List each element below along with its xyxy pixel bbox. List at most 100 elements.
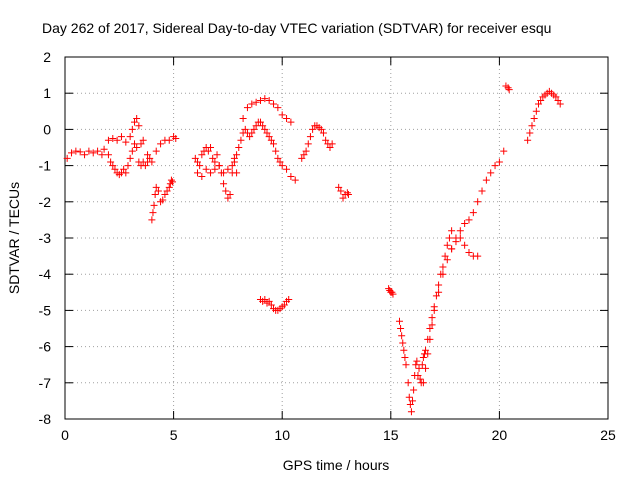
x-axis-tick-labels: 0 5 10 15 20 25 <box>61 427 616 443</box>
data-point <box>165 136 173 144</box>
data-point <box>335 183 343 191</box>
data-point <box>456 227 464 235</box>
data-point <box>400 346 408 354</box>
data-point <box>278 111 286 119</box>
data-point <box>328 140 336 148</box>
data-point <box>224 165 232 173</box>
data-point <box>263 129 271 137</box>
data-point <box>193 169 201 177</box>
data-point <box>226 191 234 199</box>
y-tick-label: -5 <box>39 302 52 318</box>
data-point <box>146 154 154 162</box>
data-point <box>215 162 223 170</box>
data-point <box>445 234 453 242</box>
y-tick-label: -8 <box>39 411 52 427</box>
data-point <box>401 353 409 361</box>
data-point <box>126 133 134 141</box>
data-point <box>432 292 440 300</box>
data-point <box>343 189 351 197</box>
data-point <box>419 353 427 361</box>
data-point <box>265 133 273 141</box>
data-point <box>98 151 106 159</box>
data-point <box>107 158 115 166</box>
data-point <box>68 149 76 157</box>
data-point <box>267 301 275 309</box>
data-point <box>133 144 141 151</box>
data-point <box>414 372 422 380</box>
data-point <box>246 133 254 141</box>
data-point <box>144 158 152 166</box>
data-point <box>530 115 538 123</box>
grid-lines <box>65 57 608 419</box>
data-point <box>426 335 434 343</box>
data-point <box>167 176 175 184</box>
data-point <box>283 165 291 173</box>
data-point <box>405 393 413 401</box>
data-point <box>505 86 513 94</box>
data-point <box>94 147 102 155</box>
data-point <box>141 162 149 170</box>
data-point <box>209 154 217 162</box>
data-point <box>448 227 456 235</box>
data-point <box>274 154 282 162</box>
data-point <box>422 364 430 372</box>
data-point <box>298 154 306 162</box>
data-point <box>278 162 286 170</box>
data-point <box>283 115 291 123</box>
data-point <box>280 301 288 309</box>
data-point <box>233 169 241 177</box>
x-tick-label: 25 <box>600 427 616 443</box>
x-tick-label: 20 <box>492 427 508 443</box>
data-point <box>534 100 542 108</box>
data-point <box>172 134 180 142</box>
y-tick-label: 0 <box>43 121 51 137</box>
data-point <box>270 100 278 108</box>
data-point <box>491 162 499 170</box>
data-point <box>211 165 219 173</box>
data-point <box>128 147 136 155</box>
data-point <box>150 201 158 209</box>
data-point <box>397 325 405 332</box>
data-point <box>285 296 293 304</box>
data-point <box>452 234 460 242</box>
data-point <box>76 148 84 156</box>
data-point <box>398 332 406 340</box>
data-point <box>261 296 269 304</box>
data-point <box>410 386 418 394</box>
x-tick-label: 10 <box>274 427 290 443</box>
data-point <box>412 361 420 369</box>
y-tick-label: -1 <box>39 158 52 174</box>
data-point <box>404 379 412 387</box>
data-point <box>461 241 469 249</box>
data-point <box>287 118 295 126</box>
data-point <box>276 158 284 166</box>
data-point <box>416 375 424 383</box>
y-tick-label: -2 <box>39 194 52 210</box>
data-point <box>211 158 219 166</box>
data-point <box>428 314 436 322</box>
data-point <box>139 136 147 144</box>
data-point <box>443 241 451 249</box>
data-point <box>339 194 347 202</box>
data-point <box>474 252 482 260</box>
data-point <box>407 408 415 416</box>
data-point <box>137 140 145 148</box>
data-point <box>439 263 447 271</box>
data-point <box>265 96 273 104</box>
data-point <box>152 183 160 191</box>
data-point <box>85 147 93 155</box>
data-point <box>154 187 162 195</box>
data-point <box>207 144 215 151</box>
data-point <box>233 151 241 159</box>
data-point <box>424 350 432 358</box>
data-point <box>111 165 119 173</box>
data-point <box>237 136 245 144</box>
x-axis-label: GPS time / hours <box>283 457 390 473</box>
data-point <box>252 98 260 106</box>
data-point <box>388 288 396 296</box>
data-point <box>448 245 456 253</box>
data-point <box>465 248 473 256</box>
data-point <box>159 196 167 204</box>
data-point <box>419 379 427 387</box>
y-tick-label: -3 <box>39 230 52 246</box>
